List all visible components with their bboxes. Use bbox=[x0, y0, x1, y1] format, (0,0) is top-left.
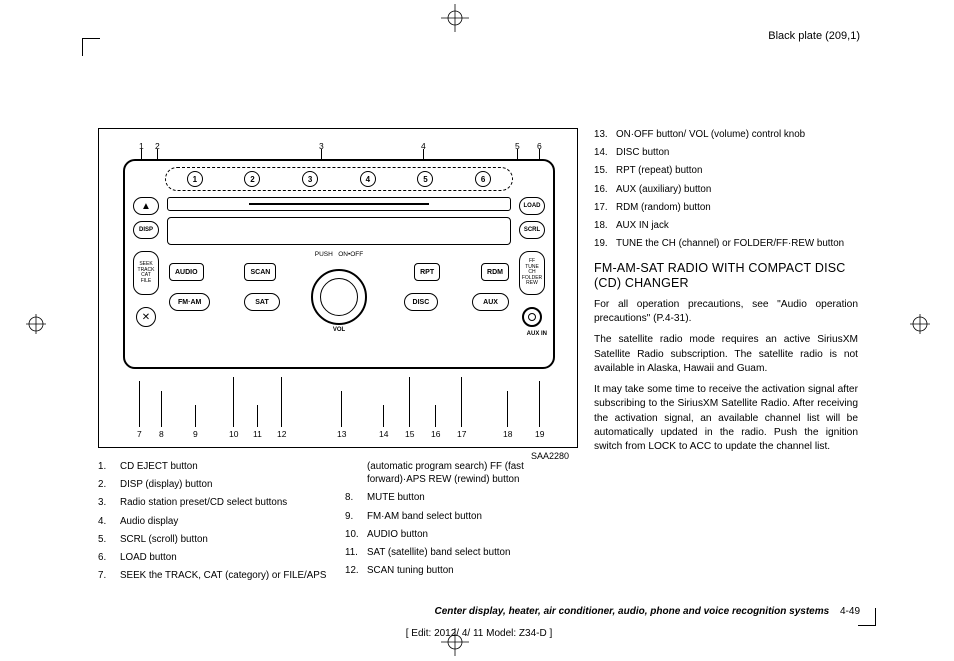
section-heading: FM-AM-SAT RADIO WITH COMPACT DISC (CD) C… bbox=[594, 261, 858, 292]
sat-button[interactable]: SAT bbox=[244, 293, 279, 311]
tune-button[interactable]: FF TUNE CH FOLDER REW bbox=[519, 251, 545, 295]
scrl-button[interactable]: SCRL bbox=[519, 221, 545, 239]
legend-col-right: 13.ON·OFF button/ VOL (volume) control k… bbox=[594, 128, 858, 251]
callout-17: 17 bbox=[457, 429, 466, 439]
crop-corner-br bbox=[858, 608, 876, 626]
callout-11: 11 bbox=[253, 429, 262, 439]
section-footer: Center display, heater, air conditioner,… bbox=[98, 606, 860, 617]
footer-title: Center display, heater, air conditioner,… bbox=[434, 606, 829, 617]
callout-19: 19 bbox=[535, 429, 544, 439]
callout-14: 14 bbox=[379, 429, 388, 439]
audio-display bbox=[167, 217, 511, 245]
callout-18: 18 bbox=[503, 429, 512, 439]
seek-button[interactable]: SEEK TRACK CAT FILE bbox=[133, 251, 159, 295]
edit-stamp: [ Edit: 2012/ 4/ 11 Model: Z34-D ] bbox=[98, 628, 860, 639]
crop-mark-left bbox=[26, 314, 46, 334]
page-number: 4-49 bbox=[840, 606, 860, 617]
audio-button[interactable]: AUDIO bbox=[169, 263, 204, 281]
legend-col-mid: (automatic program search) FF (fast forw… bbox=[345, 460, 578, 588]
preset-4[interactable]: 4 bbox=[360, 171, 376, 187]
scan-button[interactable]: SCAN bbox=[244, 263, 276, 281]
aux-button[interactable]: AUX bbox=[472, 293, 509, 311]
vol-label: VOL bbox=[333, 327, 345, 333]
disc-button[interactable]: DISC bbox=[404, 293, 439, 311]
radio-figure: 1 2 3 4 5 6 ▲ LOAD DISP SCRL SEEK TRACK … bbox=[98, 128, 578, 448]
rdm-button[interactable]: RDM bbox=[481, 263, 509, 281]
mute-button[interactable]: ✕ bbox=[136, 307, 156, 327]
crop-mark-right bbox=[910, 314, 930, 334]
aux-in-jack[interactable] bbox=[522, 307, 542, 327]
load-button[interactable]: LOAD bbox=[519, 197, 545, 215]
callout-15: 15 bbox=[405, 429, 414, 439]
callout-13: 13 bbox=[337, 429, 346, 439]
rpt-button[interactable]: RPT bbox=[414, 263, 440, 281]
callout-7: 7 bbox=[137, 429, 142, 439]
disp-button[interactable]: DISP bbox=[133, 221, 159, 239]
eject-button[interactable]: ▲ bbox=[133, 197, 159, 215]
fmam-button[interactable]: FM·AM bbox=[169, 293, 210, 311]
callout-16: 16 bbox=[431, 429, 440, 439]
legend-block: 1.CD EJECT button2.DISP (display) button… bbox=[98, 460, 578, 588]
aux-in-label: AUX IN bbox=[527, 331, 547, 337]
crop-corner-tl bbox=[82, 38, 100, 56]
callout-12: 12 bbox=[277, 429, 286, 439]
plate-label: Black plate (209,1) bbox=[768, 30, 860, 42]
radio-body: ▲ LOAD DISP SCRL SEEK TRACK CAT FILE FF … bbox=[123, 159, 555, 369]
body-text: For all operation precautions, see "Audi… bbox=[594, 298, 858, 455]
preset-5[interactable]: 5 bbox=[417, 171, 433, 187]
crop-mark-top bbox=[445, 8, 465, 28]
legend-col-left: 1.CD EJECT button2.DISP (display) button… bbox=[98, 460, 331, 588]
volume-knob[interactable] bbox=[311, 269, 367, 325]
preset-2[interactable]: 2 bbox=[244, 171, 260, 187]
callout-10: 10 bbox=[229, 429, 238, 439]
push-onoff-label: PUSH ON•OFF bbox=[315, 251, 364, 258]
callout-8: 8 bbox=[159, 429, 164, 439]
presets-row: 1 2 3 4 5 6 bbox=[165, 167, 513, 191]
preset-6[interactable]: 6 bbox=[475, 171, 491, 187]
preset-1[interactable]: 1 bbox=[187, 171, 203, 187]
figure-id: SAA2280 bbox=[531, 451, 569, 461]
preset-3[interactable]: 3 bbox=[302, 171, 318, 187]
cd-slot[interactable] bbox=[167, 197, 511, 211]
callout-9: 9 bbox=[193, 429, 198, 439]
